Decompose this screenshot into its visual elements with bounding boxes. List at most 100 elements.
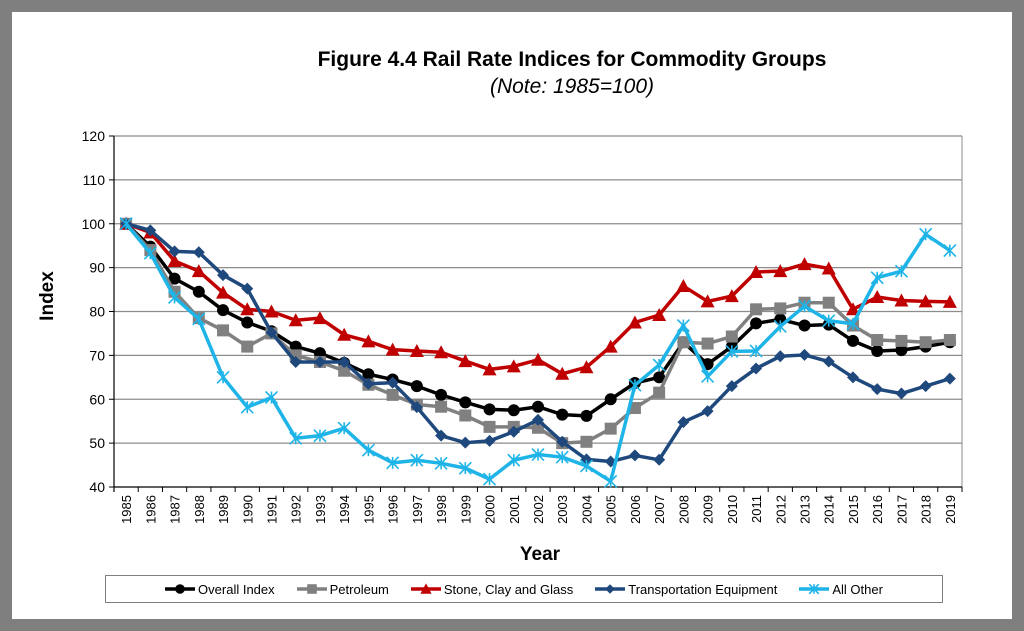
data-point [895, 334, 908, 347]
x-tick-label: 1994 [337, 495, 352, 524]
data-point [870, 290, 885, 304]
data-point [362, 377, 375, 390]
data-point [555, 366, 570, 380]
data-point [677, 416, 690, 429]
data-point [749, 265, 764, 279]
x-tick-label: 2012 [773, 495, 788, 524]
x-tick-label: 2001 [507, 495, 522, 524]
x-tick-label: 1990 [240, 495, 255, 524]
triangle-marker-icon [410, 583, 441, 594]
data-point [482, 472, 497, 486]
legend: Overall Index Petroleum Stone, Clay and Gl… [105, 575, 943, 603]
data-point [434, 456, 448, 470]
legend-item: Petroleum [296, 581, 389, 597]
data-point [410, 453, 424, 467]
data-point [507, 404, 520, 417]
data-point [507, 453, 521, 467]
data-point [313, 429, 327, 443]
data-point [288, 313, 303, 327]
data-point [531, 352, 545, 366]
data-point [192, 312, 206, 326]
x-tick-label: 2018 [919, 495, 934, 524]
y-tick-label: 60 [89, 391, 105, 407]
legend-label: Petroleum [329, 581, 389, 597]
y-tick-label: 120 [82, 128, 106, 144]
data-point [313, 355, 326, 368]
data-point [459, 436, 472, 449]
data-point [603, 339, 618, 353]
data-point [725, 330, 738, 343]
data-point [289, 355, 302, 368]
data-point [264, 390, 279, 405]
data-point [846, 334, 859, 347]
x-tick-label: 1986 [143, 495, 158, 524]
data-point [918, 294, 933, 308]
data-point [870, 271, 884, 285]
data-point [312, 311, 327, 325]
data-point [773, 264, 788, 278]
data-point [168, 290, 182, 305]
square-marker-icon [296, 584, 327, 594]
data-point [894, 264, 908, 278]
x-tick-label: 2000 [483, 495, 498, 524]
data-point [725, 380, 738, 393]
x-tick-label: 2014 [822, 495, 837, 524]
data-point [797, 299, 812, 313]
data-point [458, 354, 473, 368]
data-point [216, 285, 231, 299]
data-point [749, 344, 763, 358]
data-point [653, 453, 666, 466]
x-tick-label: 2006 [628, 495, 643, 524]
data-point [361, 443, 375, 457]
data-point [385, 342, 400, 356]
data-point [579, 459, 594, 473]
data-point [168, 272, 181, 285]
x-tick-label: 2009 [701, 495, 716, 524]
data-point [701, 369, 715, 384]
y-tick-label: 80 [89, 304, 105, 320]
data-point [386, 376, 399, 389]
data-point [871, 334, 884, 347]
data-point [289, 431, 303, 445]
x-tick-label: 1997 [410, 495, 425, 524]
x-axis-label: Year [520, 544, 561, 565]
data-point [191, 264, 206, 278]
x-tick-labels: 1985 1986 1987 1988 1989 1990 1991 1992 1993 1994… [119, 495, 958, 524]
data-point [435, 429, 448, 442]
data-point [653, 371, 666, 384]
data-point [822, 296, 835, 309]
data-point [676, 318, 690, 333]
data-point [483, 403, 496, 416]
series-all-other [119, 217, 957, 488]
data-point [846, 371, 859, 384]
data-point [361, 334, 376, 348]
data-point [337, 421, 351, 435]
data-point [871, 383, 884, 396]
data-point [458, 461, 472, 475]
y-tick-labels: 40 50 60 70 80 90 100 110 120 [82, 128, 106, 495]
data-point [628, 378, 642, 392]
data-point [919, 380, 932, 393]
x-tick-label: 2016 [870, 495, 885, 524]
data-point [579, 360, 594, 374]
legend-item: Stone, Clay and Glass [410, 582, 573, 597]
x-tick-label: 1996 [386, 495, 401, 524]
data-point [409, 343, 424, 357]
circle-marker-icon [165, 584, 196, 594]
data-point [143, 246, 157, 260]
data-point [750, 317, 763, 330]
legend-item: All Other [799, 582, 883, 597]
data-point [435, 400, 448, 413]
data-point [676, 279, 691, 293]
data-point [435, 388, 448, 401]
data-point [627, 315, 642, 329]
data-point [822, 314, 836, 328]
data-point [338, 355, 351, 368]
x-tick-label: 2005 [604, 495, 619, 524]
axes [109, 135, 963, 492]
data-point [556, 408, 569, 421]
legend-label: Transportation Equipment [628, 581, 778, 597]
data-point [386, 456, 400, 470]
y-tick-label: 50 [89, 435, 105, 451]
